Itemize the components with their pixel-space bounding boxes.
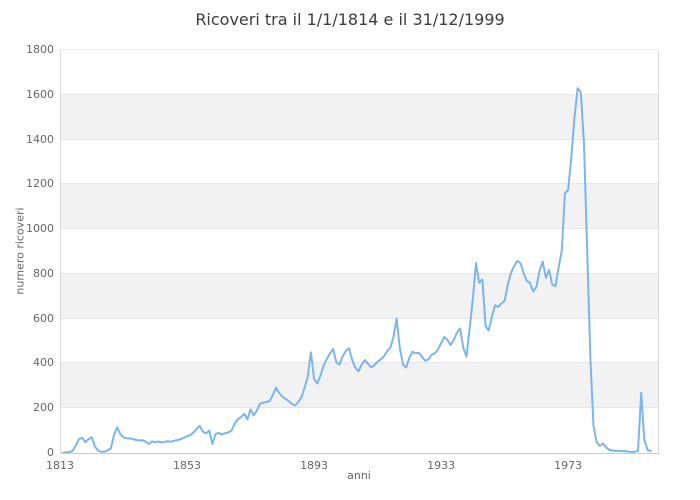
line-series-svg [62, 87, 652, 454]
plot-band-600-800 [60, 273, 658, 319]
gridline-y-1200 [60, 183, 658, 185]
y-tick-label-600: 600 [33, 311, 54, 325]
x-tick-label-1973: 1973 [554, 459, 583, 472]
gridline-y-400 [60, 362, 658, 364]
y-tick-label-1000: 1000 [26, 222, 54, 236]
gridline-y-600 [60, 317, 658, 319]
x-tick-label-1853: 1853 [173, 459, 202, 472]
y-tick-label-1800: 1800 [26, 43, 54, 56]
x-tick-label-1933: 1933 [427, 459, 456, 472]
y-tick-label-1200: 1200 [26, 177, 54, 191]
plot-band-400-600 [60, 318, 658, 364]
x-axis-title: anni [347, 469, 371, 482]
plot-band-1000-1200 [60, 184, 658, 230]
chart-title: Ricoveri tra il 1/1/1814 e il 31/12/1999 [195, 10, 505, 29]
y-tick-label-1400: 1400 [26, 132, 54, 146]
x-axis-line [60, 453, 659, 454]
ricoveri-line-series [62, 87, 652, 454]
plot-band-1200-1400 [60, 139, 658, 185]
gridline-y-1000 [60, 228, 658, 230]
plot-band-0-200 [60, 408, 658, 453]
plot-band-1400-1600 [60, 94, 658, 140]
gridline-y-1400 [60, 138, 658, 140]
gridline-y-1600 [60, 93, 658, 95]
gridline-y-200 [60, 407, 658, 409]
y-axis-title: numero ricoveri [13, 207, 27, 295]
y-tick-label-0: 0 [47, 446, 54, 459]
x-tick-label-1893: 1893 [300, 459, 329, 472]
plot-band-1600-1800 [60, 50, 658, 95]
y-tick-label-400: 400 [33, 356, 54, 370]
gridline-y-1800 [60, 49, 658, 50]
x-tick-label-1813: 1813 [46, 459, 74, 472]
y-tick-label-800: 800 [33, 266, 54, 280]
plot-right-border [658, 50, 659, 454]
plot-area [60, 49, 658, 454]
y-axis-line [60, 50, 61, 454]
gridline-y-800 [60, 272, 658, 274]
y-tick-label-200: 200 [33, 401, 54, 415]
y-tick-label-1600: 1600 [26, 87, 54, 101]
